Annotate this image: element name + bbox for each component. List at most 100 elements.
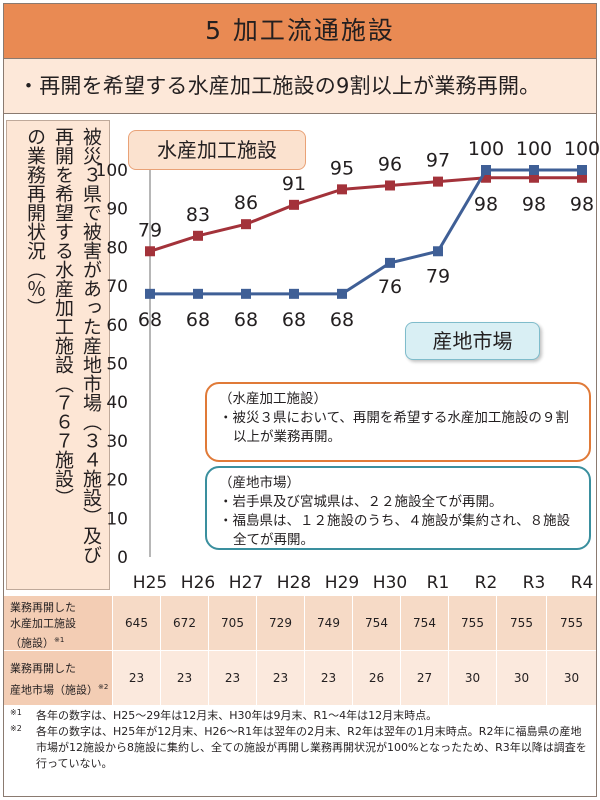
footnotes: ※1 各年の数字は、H25～29年は12月末、H30年は9月末、R1～4年は12… — [10, 708, 592, 772]
table-cell: 23 — [112, 651, 160, 705]
data-point — [289, 199, 299, 210]
data-label: 68 — [282, 309, 306, 331]
data-point — [193, 230, 203, 241]
data-label: 68 — [186, 309, 210, 331]
table-cell: 754 — [400, 596, 448, 650]
data-label: 68 — [138, 309, 162, 331]
data-label: 98 — [570, 194, 594, 216]
footnote: ※1 各年の数字は、H25～29年は12月末、H30年は9月末、R1～4年は12… — [10, 708, 592, 724]
footnote-mark: ※2 — [10, 724, 22, 733]
data-label: 91 — [282, 173, 306, 195]
y-axis-label-line-3: の業務再開状況（％） — [24, 127, 46, 317]
processing-facilities-note-box: （水産加工施設） ・被災３県において、再開を希望する水産加工施設の９割以上が業務… — [205, 382, 591, 462]
x-tick-label: R4 — [571, 573, 594, 593]
data-label: 83 — [186, 204, 210, 226]
x-tick-label: H26 — [181, 573, 215, 593]
x-tick-label: R2 — [475, 573, 498, 593]
legend-production-markets: 産地市場 — [405, 322, 540, 360]
table-cell: 754 — [352, 596, 400, 650]
data-label: 68 — [330, 309, 354, 331]
y-tick-label: 100 — [96, 161, 128, 181]
table-cell: 30 — [546, 651, 596, 705]
data-label: 95 — [330, 157, 354, 179]
row-header-unit: （施設） — [10, 636, 54, 650]
table-cell: 755 — [546, 596, 596, 650]
x-tick-label: H28 — [277, 573, 311, 593]
data-label: 100 — [468, 138, 504, 160]
series-line-0 — [149, 176, 582, 253]
row-header-markets: 業務再開した 産地市場（施設）※2 — [4, 651, 112, 705]
row-header-text: 産地市場（施設）※2 — [10, 678, 112, 700]
data-point — [241, 288, 251, 299]
y-tick-label: 30 — [106, 432, 128, 452]
table-cell: 672 — [160, 596, 208, 650]
data-label: 100 — [564, 138, 600, 160]
y-tick-label: 50 — [106, 355, 128, 375]
row-header-processing: 業務再開した 水産加工施設 （施設）※1 — [4, 596, 112, 650]
table-cell: 729 — [256, 596, 304, 650]
section-title: 5 加工流通施設 — [205, 16, 395, 45]
data-point — [529, 172, 539, 183]
data-point — [289, 288, 299, 299]
data-label: 79 — [138, 219, 162, 241]
table-row: 業務再開した 水産加工施設 （施設）※1 645 672 705 729 749… — [4, 596, 596, 650]
y-axis-label-line-1: 被災３県で被害があった産地市場（３４施設）及び — [80, 127, 102, 564]
data-point — [529, 165, 539, 175]
data-point — [481, 165, 491, 175]
data-point — [577, 172, 587, 183]
table-cell: 30 — [448, 651, 496, 705]
processing-box-title: （水産加工施設） — [219, 391, 327, 407]
y-tick-label: 90 — [106, 200, 128, 220]
note-mark: ※2 — [98, 683, 109, 691]
footnote-text: 各年の数字は、H25～29年は12月末、H30年は9月末、R1～4年は12月末時… — [36, 709, 438, 722]
table-cell: 27 — [400, 651, 448, 705]
row-header-text: 水産加工施設 — [10, 617, 76, 630]
processing-box-line: ・被災３県において、再開を希望する水産加工施設の９割以上が業務再開。 — [219, 410, 569, 445]
y-tick-label: 40 — [106, 393, 128, 413]
y-axis-label-line-2: 再開を希望する水産加工施設（７６７施設） — [52, 127, 74, 507]
table-cell: 755 — [448, 596, 496, 650]
y-tick-label: 70 — [106, 277, 128, 297]
section-header: 5 加工流通施設 — [4, 4, 596, 59]
footnote-mark: ※1 — [10, 708, 22, 717]
data-point — [433, 246, 443, 257]
table-cell: 26 — [352, 651, 400, 705]
y-tick-label: 10 — [106, 509, 128, 529]
data-point — [193, 288, 203, 299]
data-label: 86 — [234, 192, 258, 214]
row-header-text: 業務再開した — [10, 662, 76, 675]
data-point — [241, 219, 251, 230]
market-box-line: ・岩手県及び宮城県は、２２施設全てが再開。 — [219, 494, 503, 510]
x-tick-label: H30 — [373, 573, 407, 593]
summary-banner: ・再開を希望する水産加工施設の9割以上が業務再開。 — [4, 59, 596, 114]
data-point — [337, 288, 347, 299]
facility-count-table: 業務再開した 水産加工施設 （施設）※1 645 672 705 729 749… — [4, 596, 596, 706]
note-mark: ※1 — [54, 636, 65, 644]
legend-processing-facilities: 水産加工施設 — [128, 130, 306, 170]
x-tick-label: R1 — [427, 573, 450, 593]
market-box-title: （産地市場） — [219, 475, 300, 491]
row-header-unit: 産地市場（施設） — [10, 683, 98, 697]
footnote: ※2 各年の数字は、H25年が12月末、H26～R1年は翌年の2月末、R2年は翌… — [10, 724, 592, 772]
table-cell: 749 — [304, 596, 352, 650]
data-point — [145, 288, 155, 299]
row-header-text: 業務再開した — [10, 601, 76, 614]
table-cell: 30 — [496, 651, 546, 705]
data-label: 97 — [426, 150, 450, 172]
y-tick-label: 60 — [106, 316, 128, 336]
table-cell: 23 — [160, 651, 208, 705]
table-cell: 23 — [256, 651, 304, 705]
data-label: 100 — [516, 138, 552, 160]
data-label: 96 — [378, 153, 402, 175]
data-label: 76 — [378, 276, 402, 298]
data-label: 79 — [426, 265, 450, 287]
data-point — [577, 165, 587, 175]
market-box-line: ・福島県は、１２施設のうち、４施設が集約され、８施設全てが再開。 — [219, 513, 571, 548]
data-label: 98 — [522, 194, 546, 216]
table-row: 業務再開した 産地市場（施設）※2 23 23 23 23 23 26 27 3… — [4, 651, 596, 705]
x-tick-label: H25 — [133, 573, 167, 593]
table-cell: 645 — [112, 596, 160, 650]
data-label: 98 — [474, 194, 498, 216]
data-point — [433, 176, 443, 187]
